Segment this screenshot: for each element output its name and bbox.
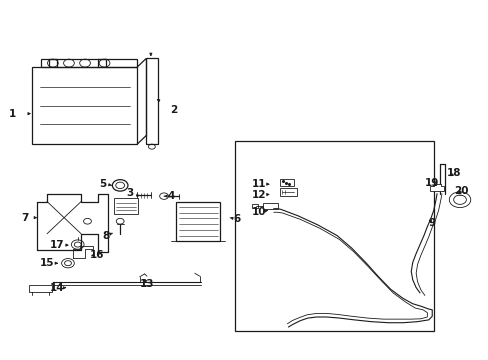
Bar (279, 179, 294, 186)
Bar (234, 141, 433, 331)
Bar (146, 58, 158, 144)
Bar (263, 203, 277, 210)
Bar (29, 285, 52, 292)
Text: 3: 3 (126, 188, 133, 198)
Text: 20: 20 (453, 186, 468, 196)
Text: 11: 11 (251, 179, 266, 189)
Text: 19: 19 (424, 178, 439, 188)
Text: 13: 13 (140, 279, 154, 289)
Bar (41, 59, 137, 67)
Polygon shape (429, 184, 444, 191)
Text: 9: 9 (428, 218, 435, 228)
Text: 15: 15 (40, 258, 54, 268)
Text: 10: 10 (251, 207, 266, 217)
Text: 18: 18 (446, 168, 461, 178)
Text: 8: 8 (102, 231, 109, 240)
Bar (279, 188, 296, 196)
Bar (114, 198, 138, 214)
Text: 16: 16 (90, 250, 104, 260)
Text: 17: 17 (49, 239, 64, 249)
Bar (252, 204, 258, 208)
Text: 4: 4 (167, 191, 175, 201)
Text: 14: 14 (49, 283, 64, 293)
Text: 5: 5 (99, 179, 106, 189)
Text: 12: 12 (251, 190, 266, 200)
Text: 7: 7 (21, 213, 29, 222)
Text: 2: 2 (170, 105, 177, 115)
Text: 1: 1 (9, 109, 17, 119)
Bar (32, 67, 137, 144)
Text: 6: 6 (233, 215, 240, 224)
Bar (176, 202, 220, 241)
